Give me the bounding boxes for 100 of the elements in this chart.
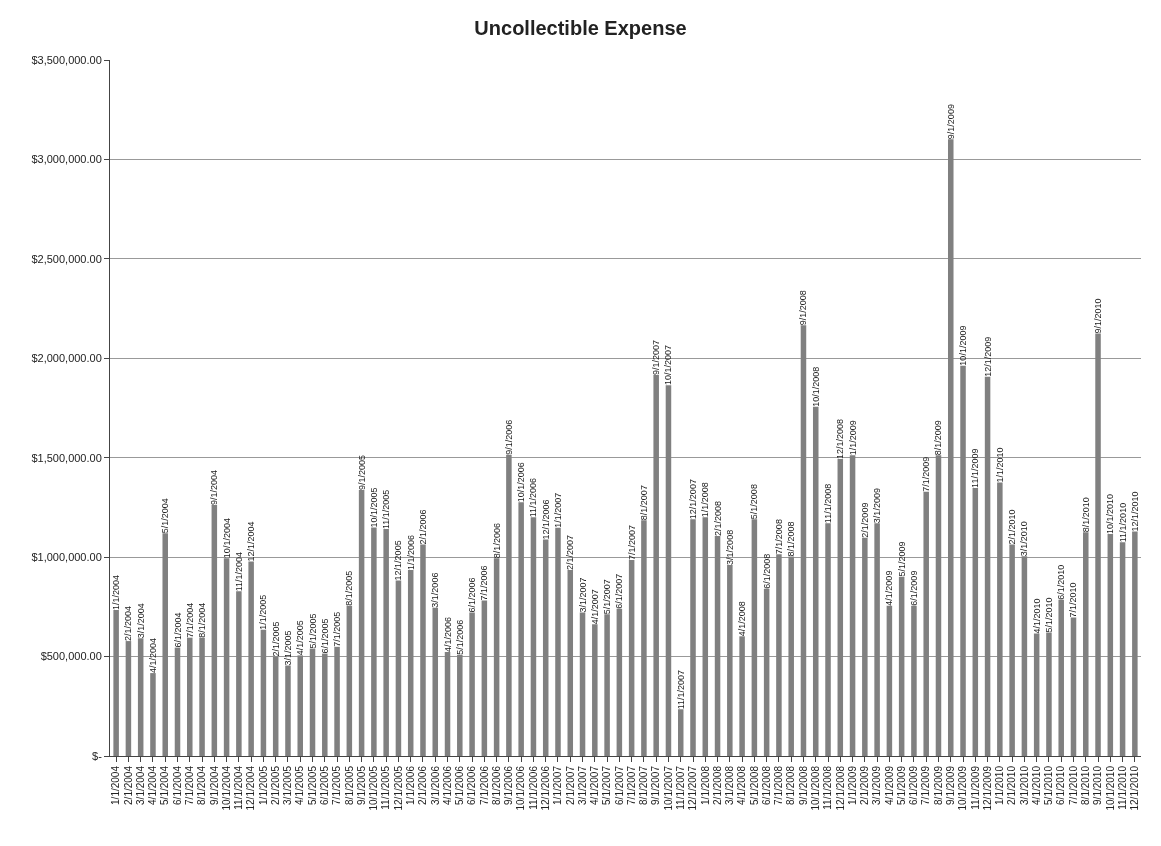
data-label: 8/1/2010 <box>1080 497 1091 533</box>
data-label: 7/1/2010 <box>1068 582 1079 618</box>
data-label: 1/1/2006 <box>405 535 416 571</box>
data-label: 7/1/2006 <box>479 565 490 601</box>
x-tick-label: 3/1/2005 <box>282 765 294 805</box>
data-label: 11/1/2010 <box>1117 502 1128 543</box>
x-tick-label: 6/1/2005 <box>319 765 331 805</box>
x-tick-label: 1/1/2008 <box>699 765 711 805</box>
bar <box>162 533 168 756</box>
bar <box>469 612 475 756</box>
data-label: 12/1/2010 <box>1129 491 1140 532</box>
bar <box>285 665 291 756</box>
bar <box>763 588 770 756</box>
bar <box>849 455 856 756</box>
x-tick-label: 3/1/2009 <box>871 765 883 805</box>
x-tick-label: 6/1/2006 <box>466 765 478 805</box>
x-tick-label: 10/1/2009 <box>957 765 969 811</box>
y-tick-label: $1,500,000.00 <box>31 451 102 464</box>
data-label: 2/1/2005 <box>270 621 281 657</box>
bar <box>972 487 979 756</box>
x-tick-label: 11/1/2009 <box>969 765 981 810</box>
data-label: 11/1/2006 <box>528 477 539 518</box>
x-tick-label: 11/1/2008 <box>822 765 834 810</box>
data-label: 7/1/2008 <box>773 519 784 555</box>
x-tick-label: 10/1/2005 <box>368 765 380 811</box>
data-label: 10/1/2007 <box>663 345 674 386</box>
bar <box>481 600 488 756</box>
x-tick-label: 7/1/2004 <box>184 765 196 805</box>
bar <box>567 570 574 756</box>
bar <box>960 365 966 756</box>
bar <box>788 556 794 756</box>
data-label: 8/1/2005 <box>344 570 355 606</box>
data-label: 12/1/2006 <box>540 499 551 540</box>
data-label: 6/1/2010 <box>1056 564 1067 600</box>
data-label: 6/1/2008 <box>761 553 772 589</box>
bar <box>358 489 365 756</box>
x-tick-label: 10/1/2006 <box>515 765 527 811</box>
data-label: 6/1/2004 <box>172 612 183 648</box>
x-tick-label: 3/1/2007 <box>576 765 588 805</box>
data-label: 5/1/2006 <box>454 619 465 655</box>
bar <box>506 454 512 756</box>
y-tick-label: $1,000,000.00 <box>31 550 102 563</box>
bar <box>898 576 905 756</box>
data-label: 4/1/2006 <box>442 616 453 652</box>
bar <box>137 638 144 756</box>
x-tick-label: 7/1/2007 <box>625 765 637 805</box>
x-tick-label: 5/1/2009 <box>895 765 907 805</box>
x-tick-label: 11/1/2004 <box>233 765 245 810</box>
bar <box>334 646 340 756</box>
bar <box>346 605 353 756</box>
data-label: 8/1/2007 <box>638 485 649 521</box>
data-label: 12/1/2007 <box>688 479 699 520</box>
x-tick-label: 10/1/2007 <box>662 765 674 811</box>
x-tick-label: 12/1/2010 <box>1129 765 1141 811</box>
bar <box>444 652 451 756</box>
x-tick-label: 4/1/2009 <box>883 765 895 805</box>
bar <box>309 648 316 756</box>
bar <box>199 637 205 756</box>
x-tick-label: 1/1/2009 <box>846 765 858 805</box>
x-tick-label: 11/1/2006 <box>527 765 539 810</box>
y-tick-label: $2,000,000.00 <box>31 352 102 365</box>
bar <box>383 529 389 756</box>
bar <box>739 636 745 756</box>
data-label: 5/1/2010 <box>1043 597 1054 633</box>
bar <box>113 610 119 756</box>
data-label: 9/1/2004 <box>209 469 220 506</box>
x-tick-label: 12/1/2007 <box>687 765 699 811</box>
bar <box>555 527 561 756</box>
data-label: 10/1/2004 <box>221 518 232 559</box>
x-tick-label: 6/1/2009 <box>908 765 920 805</box>
bar <box>211 505 218 756</box>
bar <box>125 641 132 756</box>
x-tick-label: 8/1/2009 <box>932 765 944 805</box>
x-tick-label: 5/1/2004 <box>159 765 171 805</box>
bar <box>187 637 193 756</box>
data-label: 11/1/2008 <box>823 483 834 524</box>
data-label: 12/1/2008 <box>835 419 846 460</box>
x-tick-label: 11/1/2010 <box>1116 765 1128 810</box>
bar <box>616 608 623 756</box>
data-label: 8/1/2008 <box>786 521 797 557</box>
y-tick-label: $2,500,000.00 <box>31 252 102 265</box>
data-label: 3/1/2009 <box>872 488 883 524</box>
data-label: 10/1/2009 <box>958 325 969 366</box>
x-tick-label: 6/1/2004 <box>171 765 183 805</box>
data-label: 8/1/2009 <box>933 420 944 456</box>
x-tick-label: 2/1/2008 <box>711 765 723 805</box>
bar <box>236 591 242 756</box>
x-tick-label: 4/1/2010 <box>1030 765 1042 805</box>
data-label: 6/1/2006 <box>467 577 478 613</box>
data-label: 7/1/2007 <box>626 524 637 560</box>
data-label: 12/1/2005 <box>393 540 404 581</box>
bar <box>825 523 831 756</box>
x-tick-label: 3/1/2004 <box>134 765 146 805</box>
data-label: 4/1/2010 <box>1031 598 1042 634</box>
data-label: 11/1/2004 <box>233 551 244 592</box>
bar <box>800 325 807 756</box>
x-tick-label: 9/1/2005 <box>355 765 367 805</box>
x-tick-label: 5/1/2005 <box>306 765 318 805</box>
bar <box>935 455 942 756</box>
bar <box>297 655 304 756</box>
